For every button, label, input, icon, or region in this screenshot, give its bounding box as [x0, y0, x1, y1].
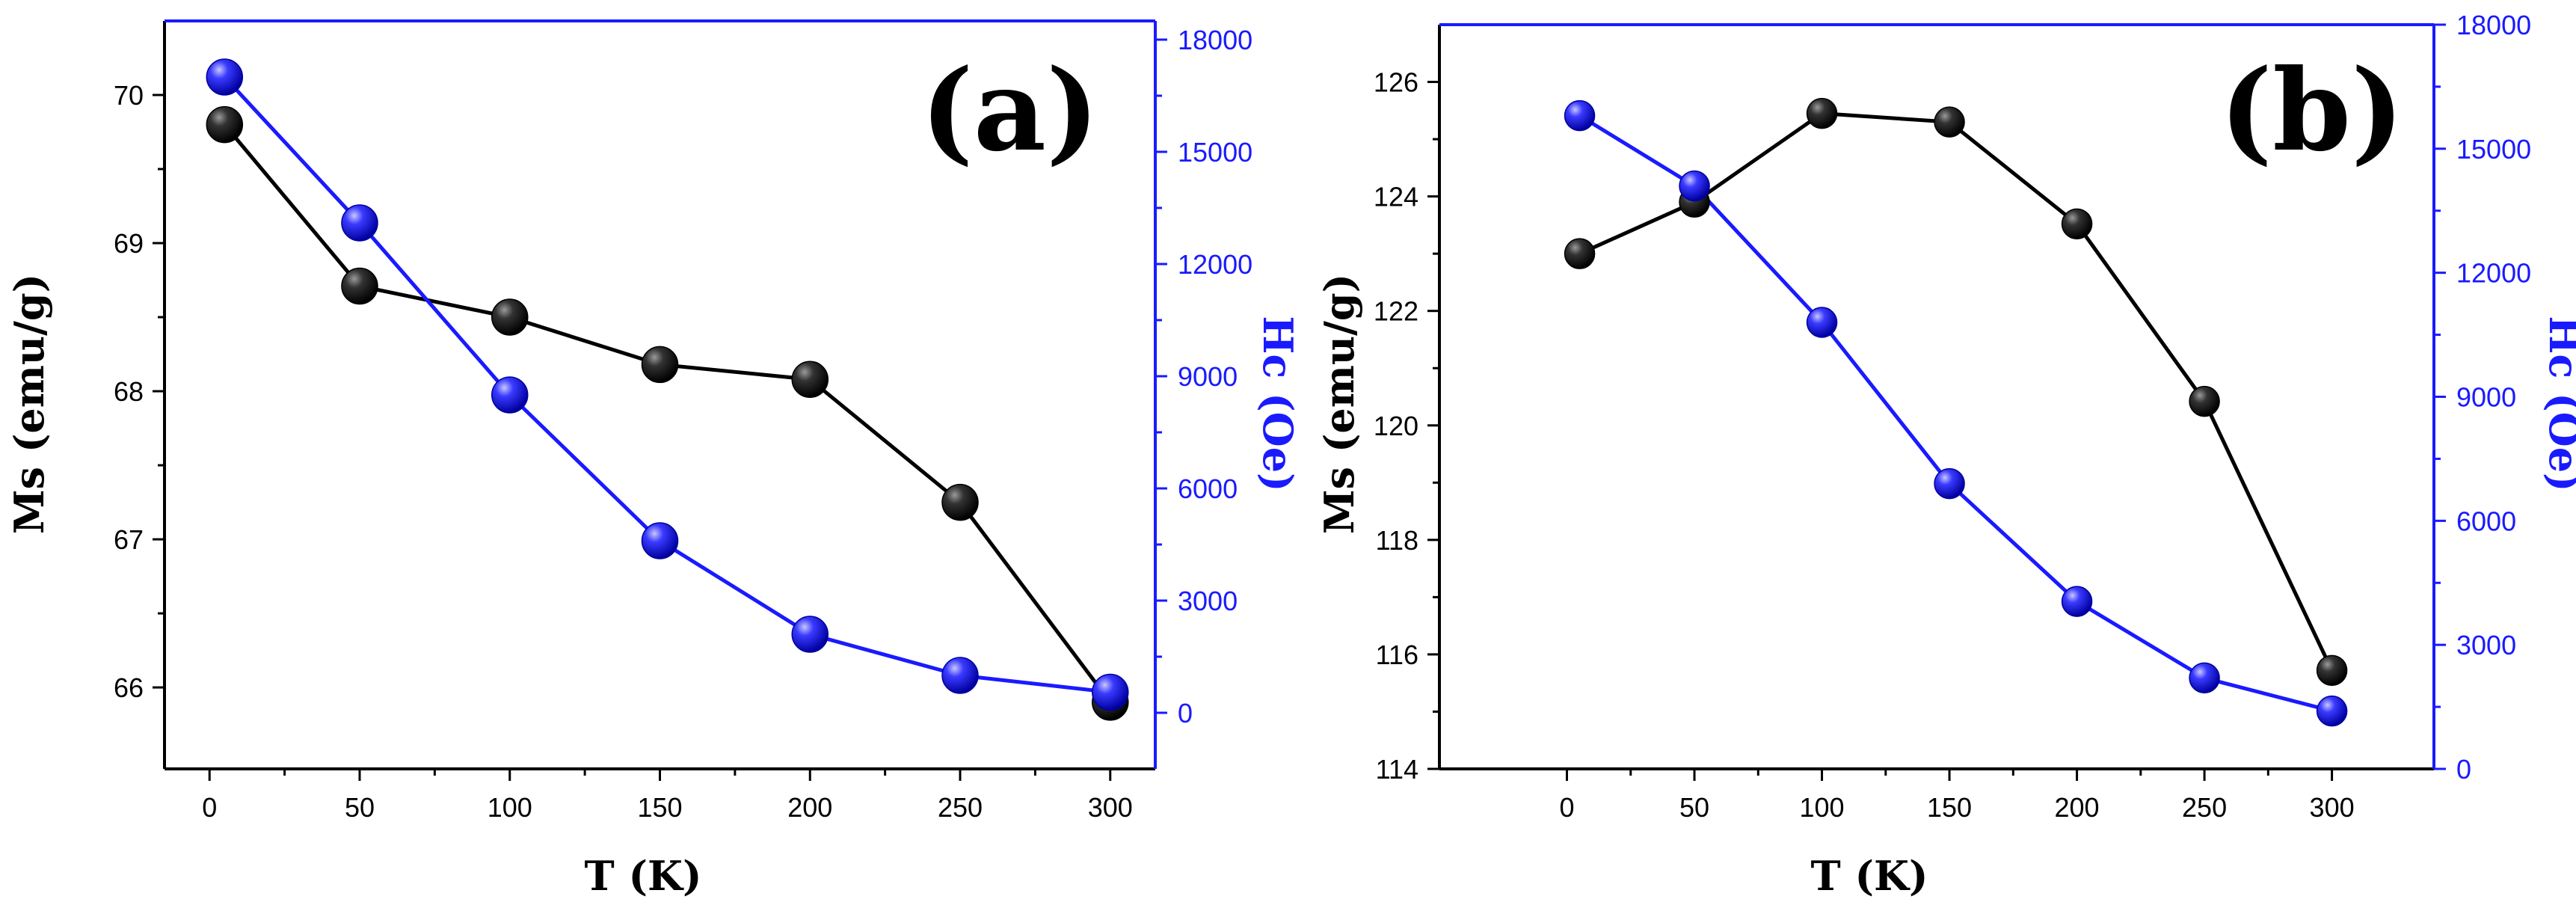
data-point-hc-b: [2189, 662, 2220, 694]
data-point-ms-a: [941, 483, 979, 521]
x-tick-label-b: 150: [1927, 792, 1972, 823]
x-tick-label-b: 300: [2310, 792, 2355, 823]
data-point-hc-a: [1092, 673, 1129, 711]
data-point-hc-a: [206, 58, 244, 96]
x-tick-label-a: 150: [637, 792, 682, 823]
y-tick-label-right-a: 3000: [1178, 586, 1238, 616]
data-point-ms-b: [2189, 385, 2220, 417]
y-axis-title-left-a: Ms (emu/g): [5, 274, 53, 534]
x-tick-label-b: 250: [2182, 792, 2227, 823]
y-tick-label-left-b: 126: [1374, 67, 1418, 98]
y-tick-label-right-a: 15000: [1178, 137, 1252, 168]
y-tick-label-left-b: 118: [1376, 525, 1418, 556]
x-axis-title-b: T (K): [1810, 852, 1928, 900]
y-tick-label-right-b: 12000: [2456, 258, 2531, 289]
panel-label-b: (b): [2219, 45, 2404, 177]
data-point-ms-a: [791, 361, 829, 398]
chart-panel-a: (a) Ms (emu/g) Hc (Oe) T (K) 0 50 100 150 20…: [5, 19, 1302, 900]
y-tick-label-left-b: 124: [1374, 182, 1418, 212]
y-tick-label-right-a: 18000: [1178, 25, 1252, 55]
data-point-ms-b: [1564, 238, 1596, 269]
y-tick-label-right-a: 12000: [1178, 249, 1252, 280]
y-tick-label-right-b: 18000: [2456, 10, 2531, 40]
y-tick-label-right-b: 0: [2456, 754, 2471, 785]
data-point-hc-a: [791, 616, 829, 653]
panel-label-a: (a): [920, 45, 1099, 177]
x-tick-label-b: 200: [2055, 792, 2100, 823]
data-point-ms-b: [1806, 97, 1838, 129]
x-axis-title-a: T (K): [584, 852, 701, 900]
data-point-ms-a: [341, 267, 378, 305]
y-tick-label-right-a: 6000: [1178, 473, 1238, 504]
data-point-ms-a: [491, 298, 529, 336]
data-point-hc-b: [1679, 170, 1710, 202]
data-point-hc-a: [941, 657, 979, 694]
x-tick-label-a: 200: [787, 792, 832, 823]
x-tick-label-b: 100: [1799, 792, 1844, 823]
x-tick-label-a: 50: [345, 792, 375, 823]
x-tick-label-a: 0: [202, 792, 217, 823]
data-point-hc-b: [1806, 307, 1838, 338]
data-point-hc-a: [641, 522, 679, 559]
y-tick-label-right-b: 3000: [2456, 630, 2516, 660]
x-tick-label-a: 300: [1088, 792, 1133, 823]
y-tick-label-left-a: 70: [114, 80, 144, 111]
y-tick-label-left-a: 69: [114, 228, 144, 259]
data-point-ms-b: [1934, 106, 1965, 138]
y-tick-label-left-a: 66: [114, 672, 144, 703]
y-tick-label-right-b: 15000: [2456, 134, 2531, 165]
x-tick-label-b: 50: [1679, 792, 1709, 823]
data-point-hc-b: [1934, 467, 1965, 500]
y-tick-label-left-a: 67: [114, 524, 144, 555]
chart-panel-b: (b) Ms (emu/g) Hc (Oe) T (K) 0 50 100 150 20…: [1315, 10, 2576, 900]
y-tick-label-right-b: 9000: [2456, 382, 2516, 413]
y-axis-title-right-a: Hc (Oe): [1254, 316, 1302, 491]
x-tick-label-a: 250: [938, 792, 983, 823]
data-point-ms-b: [2316, 654, 2348, 687]
data-point-ms-b: [2061, 208, 2093, 240]
data-point-ms-a: [641, 346, 679, 384]
y-tick-label-left-b: 116: [1376, 639, 1418, 670]
y-tick-label-left-b: 122: [1374, 296, 1418, 327]
data-point-hc-b: [2061, 586, 2093, 617]
x-tick-label-a: 100: [488, 792, 532, 823]
y-tick-label-right-a: 0: [1178, 698, 1193, 729]
y-tick-label-right-a: 9000: [1178, 361, 1238, 392]
y-tick-label-left-b: 120: [1374, 411, 1418, 441]
x-tick-label-b: 0: [1559, 792, 1574, 823]
data-point-hc-a: [341, 204, 378, 242]
data-point-hc-b: [2316, 695, 2348, 727]
data-point-hc-a: [491, 376, 529, 414]
data-point-hc-b: [1564, 99, 1596, 132]
y-axis-title-left-b: Ms (emu/g): [1315, 274, 1363, 534]
data-point-ms-a: [206, 105, 244, 144]
y-axis-title-right-b: Hc (Oe): [2540, 316, 2576, 491]
y-tick-label-left-a: 68: [114, 376, 144, 407]
y-tick-label-left-b: 114: [1376, 754, 1418, 785]
y-tick-label-right-b: 6000: [2456, 506, 2516, 536]
